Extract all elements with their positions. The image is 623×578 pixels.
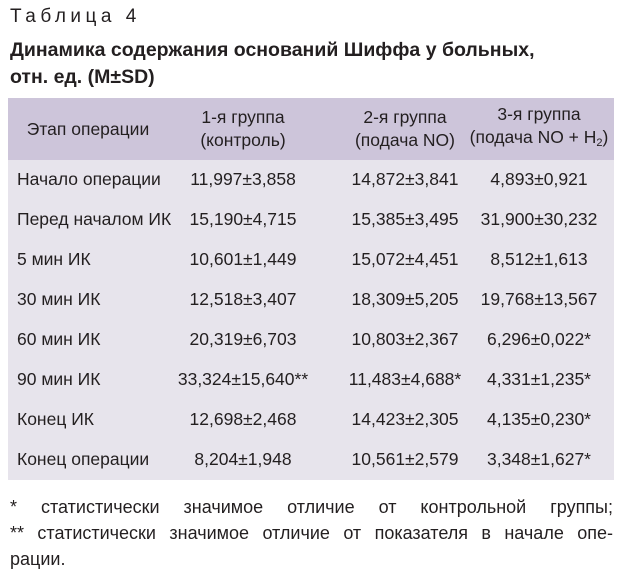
header-group-3-name: 3-я группа bbox=[497, 104, 581, 124]
cell-group-2: 10,803±2,367 bbox=[351, 329, 459, 349]
cell-group-2: 18,309±5,205 bbox=[351, 289, 459, 309]
cell-group-1: 33,324±15,640** bbox=[177, 369, 309, 389]
cell-stage: Начало операции bbox=[17, 169, 161, 189]
header-group-3-note: (подача NO + H2) bbox=[470, 126, 609, 155]
header-group-3-note-post: ) bbox=[602, 127, 609, 147]
header-group-2: 2-я группа (подача NO) bbox=[328, 98, 482, 160]
footnote-significance-vs-start-continued: рации. bbox=[10, 549, 66, 569]
table-title-line-2: отн. ед. (M±SD) bbox=[10, 66, 155, 88]
cell-group-2: 10,561±2,579 bbox=[351, 449, 459, 469]
cell-group-1: 12,698±2,468 bbox=[189, 409, 297, 429]
cell-group-3: 31,900±30,232 bbox=[480, 209, 598, 229]
header-group-3: 3-я группа (подача NO + H2) bbox=[464, 98, 614, 160]
header-group-1-note: (контроль) bbox=[200, 130, 286, 150]
table-title-line-1: Динамика содержания оснований Шиффа у бо… bbox=[10, 39, 535, 61]
header-stage-label: Этап операции bbox=[26, 118, 150, 139]
table-row: Начало операции 11,997±3,858 14,872±3,84… bbox=[8, 160, 614, 198]
table-row: Конец операции 8,204±1,948 10,561±2,579 … bbox=[8, 440, 614, 480]
header-group-1: 1-я группа (контроль) bbox=[148, 98, 338, 160]
cell-stage: Конец операции bbox=[17, 449, 150, 469]
footnote-significance-vs-control: * статистически значимое отличие от конт… bbox=[10, 497, 613, 517]
cell-stage: 30 мин ИК bbox=[17, 289, 101, 309]
header-stage: Этап операции bbox=[8, 98, 168, 160]
header-group-3-note-pre: (подача NO + H bbox=[469, 127, 597, 147]
cell-stage: 90 мин ИК bbox=[17, 369, 101, 389]
footnote-significance-vs-start: ** статистически значимое отличие от пок… bbox=[10, 523, 613, 543]
table-row: Перед началом ИК 15,190±4,715 15,385±3,4… bbox=[8, 200, 614, 238]
cell-group-1: 15,190±4,715 bbox=[189, 209, 297, 229]
cell-group-1: 11,997±3,858 bbox=[190, 169, 296, 189]
header-group-2-name: 2-я группа bbox=[363, 107, 447, 127]
cell-group-3: 4,135±0,230* bbox=[486, 409, 591, 429]
cell-stage: Конец ИК bbox=[17, 409, 94, 429]
cell-group-2: 15,072±4,451 bbox=[351, 249, 459, 269]
table-row: 90 мин ИК 33,324±15,640** 11,483±4,688* … bbox=[8, 360, 614, 398]
header-group-1-name: 1-я группа bbox=[201, 107, 285, 127]
cell-stage: 60 мин ИК bbox=[17, 329, 101, 349]
cell-group-1: 12,518±3,407 bbox=[189, 289, 297, 309]
cell-group-1: 10,601±1,449 bbox=[189, 249, 297, 269]
table-row: 30 мин ИК 12,518±3,407 18,309±5,205 19,7… bbox=[8, 280, 614, 318]
cell-group-3: 6,296±0,022* bbox=[486, 329, 591, 349]
cell-stage: 5 мин ИК bbox=[17, 249, 91, 269]
cell-group-2: 14,423±2,305 bbox=[351, 409, 459, 429]
table-title: Динамика содержания оснований Шиффа у бо… bbox=[10, 37, 610, 91]
cell-group-2: 14,872±3,841 bbox=[351, 169, 459, 189]
table-caption: Таблица 4 bbox=[10, 6, 141, 27]
cell-group-3: 19,768±13,567 bbox=[480, 289, 598, 309]
cell-group-2: 15,385±3,495 bbox=[351, 209, 459, 229]
table-header-row: Этап операции 1-я группа (контроль) 2-я … bbox=[8, 98, 614, 160]
table-row: 5 мин ИК 10,601±1,449 15,072±4,451 8,512… bbox=[8, 240, 614, 278]
cell-group-3: 3,348±1,627* bbox=[486, 449, 591, 469]
cell-group-2: 11,483±4,688* bbox=[348, 369, 462, 389]
header-group-3-note-sub: 2 bbox=[596, 137, 603, 149]
cell-group-3: 4,331±1,235* bbox=[486, 369, 591, 389]
table-row: Конец ИК 12,698±2,468 14,423±2,305 4,135… bbox=[8, 400, 614, 438]
cell-group-3: 4,893±0,921 bbox=[490, 169, 588, 189]
data-table: Этап операции 1-я группа (контроль) 2-я … bbox=[8, 98, 614, 480]
cell-group-1: 20,319±6,703 bbox=[189, 329, 297, 349]
cell-group-3: 8,512±1,613 bbox=[490, 249, 588, 269]
header-group-2-note: (подача NO) bbox=[354, 130, 455, 150]
table-row: 60 мин ИК 20,319±6,703 10,803±2,367 6,29… bbox=[8, 320, 614, 358]
cell-stage: Перед началом ИК bbox=[17, 209, 172, 229]
cell-group-1: 8,204±1,948 bbox=[194, 449, 292, 469]
